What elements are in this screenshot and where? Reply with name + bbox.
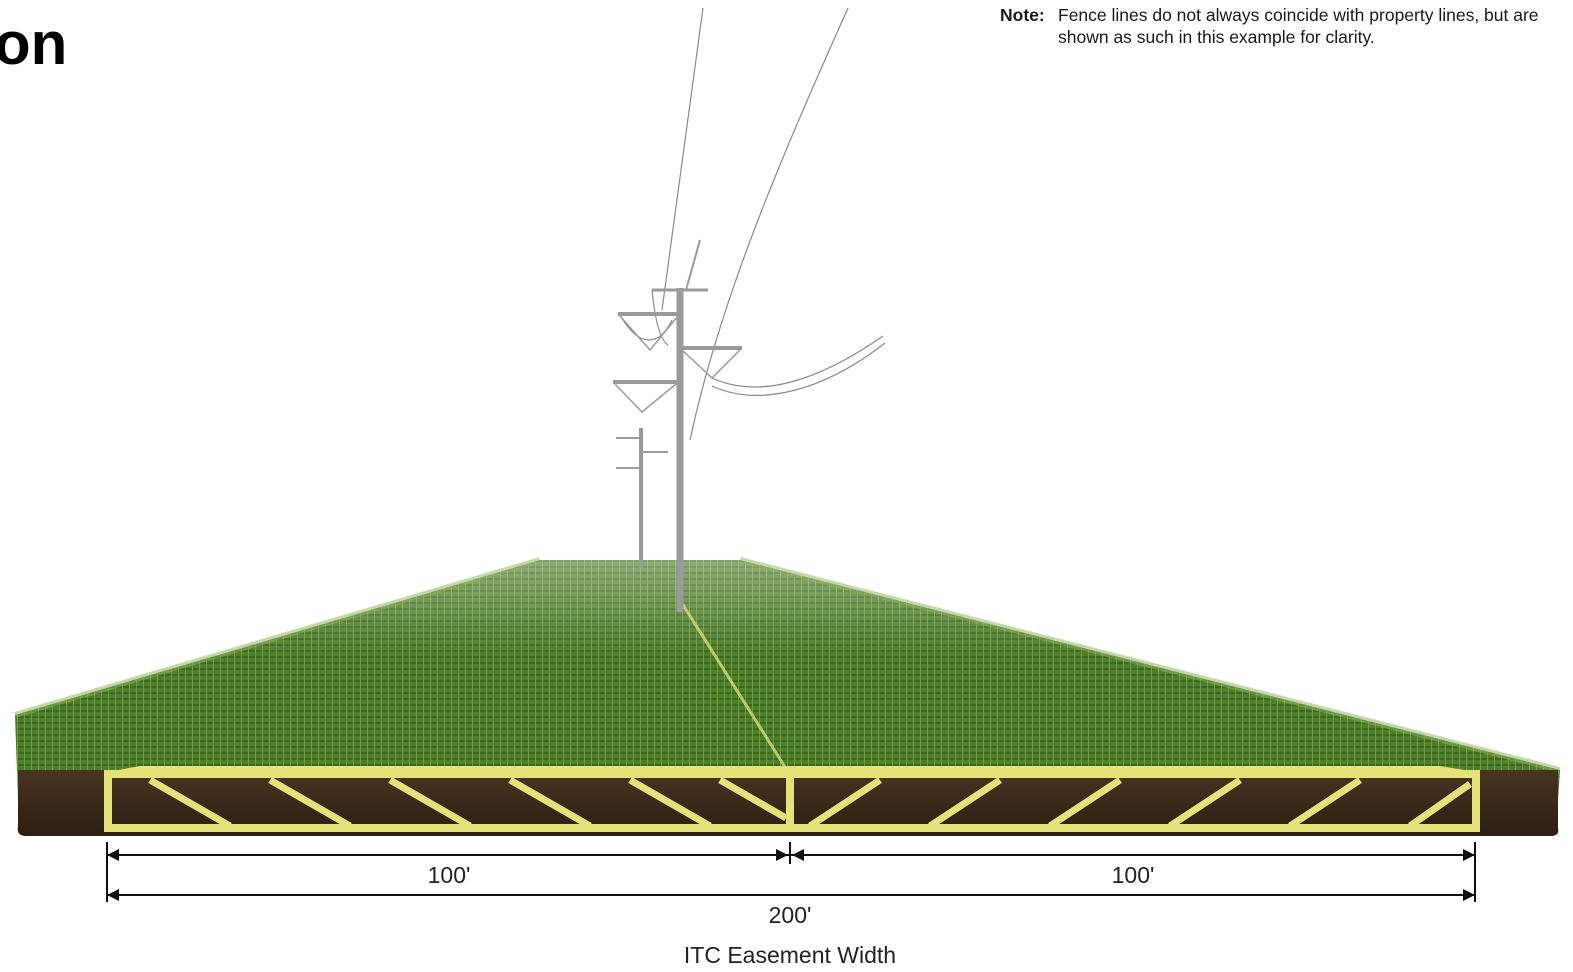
easement-outline [104, 766, 1480, 832]
note-label: Note: [1000, 5, 1045, 25]
crop-field [14, 557, 1561, 800]
page-title-fragment: on [0, 10, 68, 77]
easement-hatching [148, 776, 1473, 830]
right-width-label: 100' [1111, 862, 1155, 888]
total-width-label: 200' [768, 902, 812, 928]
left-width-label: 100' [427, 862, 471, 888]
dimension-arrow-icon [106, 842, 1476, 902]
power-lines [619, 7, 886, 441]
note-box: Note: Fence lines do not always coincide… [1000, 4, 1560, 48]
easement-caption: ITC Easement Width [683, 942, 897, 968]
transmission-pole-icon [613, 239, 742, 612]
note-text: Fence lines do not always coincide with … [1058, 5, 1539, 47]
